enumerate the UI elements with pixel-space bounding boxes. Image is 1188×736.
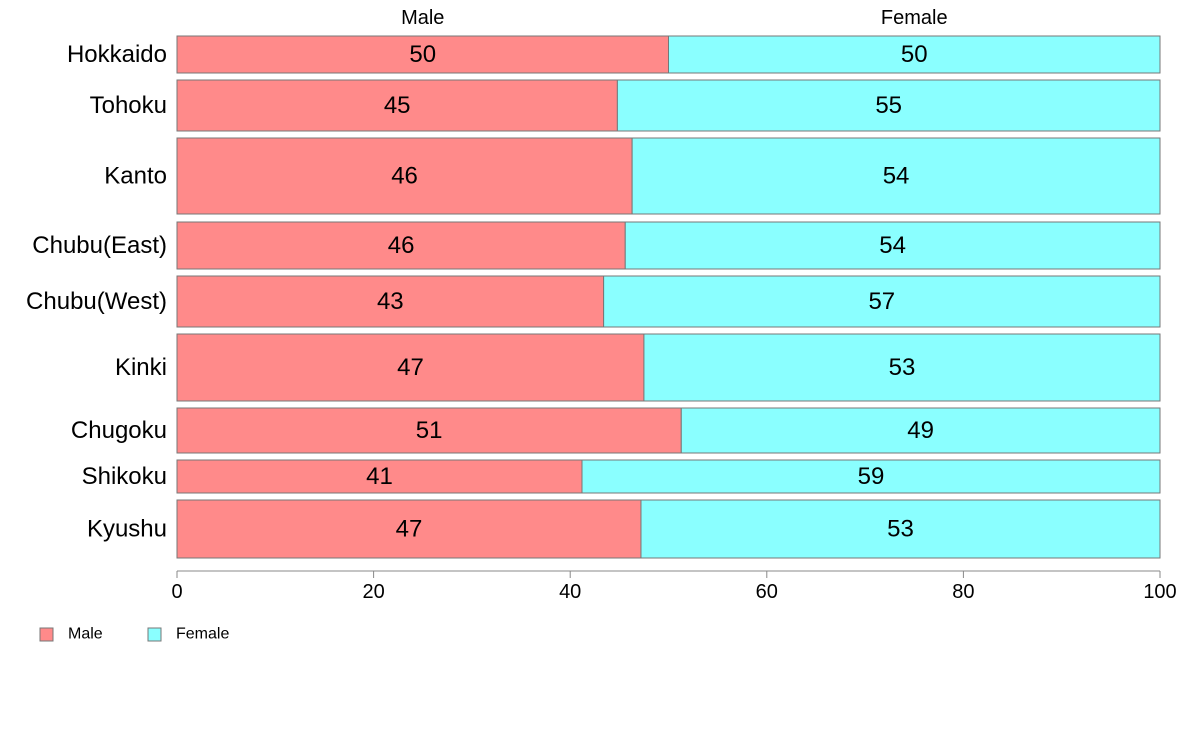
category-label: Kanto — [104, 163, 167, 190]
legend: Male Female — [39, 626, 229, 643]
bar-female-chugoku — [680, 407, 1161, 454]
column-headers: Male Female — [401, 7, 948, 29]
bar-female-kinki — [643, 333, 1161, 402]
value-label-female: 54 — [883, 163, 910, 190]
bar-female-chubu-west- — [603, 275, 1161, 328]
value-label-male: 46 — [388, 232, 415, 259]
x-tick-label: 100 — [1143, 581, 1176, 603]
x-tick-label: 40 — [559, 581, 581, 603]
value-label-female: 59 — [858, 463, 885, 490]
legend-swatch-male — [39, 627, 54, 642]
bar-female-kyushu — [640, 499, 1161, 559]
value-label-male: 47 — [396, 516, 423, 543]
bar-male-chubu-west- — [176, 275, 605, 328]
value-label-female: 53 — [889, 354, 916, 381]
value-label-male: 50 — [409, 41, 436, 68]
category-label: Shikoku — [82, 463, 167, 490]
category-label: Chubu(East) — [32, 232, 167, 259]
value-label-male: 51 — [416, 417, 443, 444]
category-label: Kyushu — [87, 516, 167, 543]
x-tick-label: 80 — [952, 581, 974, 603]
x-tick-label: 0 — [171, 581, 182, 603]
bar-male-kyushu — [176, 499, 642, 559]
x-axis: 0 20 40 60 80 100 — [171, 570, 1177, 603]
category-label: Kinki — [115, 354, 167, 381]
bar-female-tohoku — [616, 79, 1161, 132]
value-label-male: 45 — [384, 92, 411, 119]
bars-layer: 50 50 45 55 46 54 46 54 43 57 47 53 51 49 41 59 47 53 — [176, 35, 1161, 559]
category-label: Tohoku — [90, 92, 167, 119]
value-label-male: 46 — [391, 163, 418, 190]
legend-label-female: Female — [176, 626, 229, 643]
value-label-female: 53 — [887, 516, 914, 543]
bar-male-chubu-east- — [176, 221, 626, 270]
category-label: Chubu(West) — [26, 288, 167, 315]
column-header-male: Male — [401, 7, 444, 29]
bar-female-hokkaido — [668, 35, 1161, 74]
x-tick-label: 20 — [362, 581, 384, 603]
legend-swatch-female — [147, 627, 162, 642]
bar-female-chubu-east- — [624, 221, 1161, 270]
value-label-female: 55 — [875, 92, 902, 119]
legend-label-male: Male — [68, 626, 103, 643]
value-label-male: 47 — [397, 354, 424, 381]
category-label: Chugoku — [71, 417, 167, 444]
bar-male-chugoku — [176, 407, 682, 454]
value-label-male: 41 — [366, 463, 393, 490]
category-labels: Hokkaido Tohoku Kanto Chubu(East) Chubu(West… — [26, 41, 167, 543]
bar-male-hokkaido — [176, 35, 669, 74]
bar-male-tohoku — [176, 79, 618, 132]
category-label: Hokkaido — [67, 41, 167, 68]
bar-male-kanto — [176, 137, 633, 215]
value-label-female: 54 — [879, 232, 906, 259]
value-label-male: 43 — [377, 288, 404, 315]
x-tick-label: 60 — [756, 581, 778, 603]
value-label-female: 57 — [868, 288, 895, 315]
bar-female-kanto — [631, 137, 1161, 215]
value-label-female: 50 — [901, 41, 928, 68]
value-label-female: 49 — [907, 417, 934, 444]
column-header-female: Female — [881, 7, 948, 29]
bar-female-shikoku — [581, 459, 1161, 494]
